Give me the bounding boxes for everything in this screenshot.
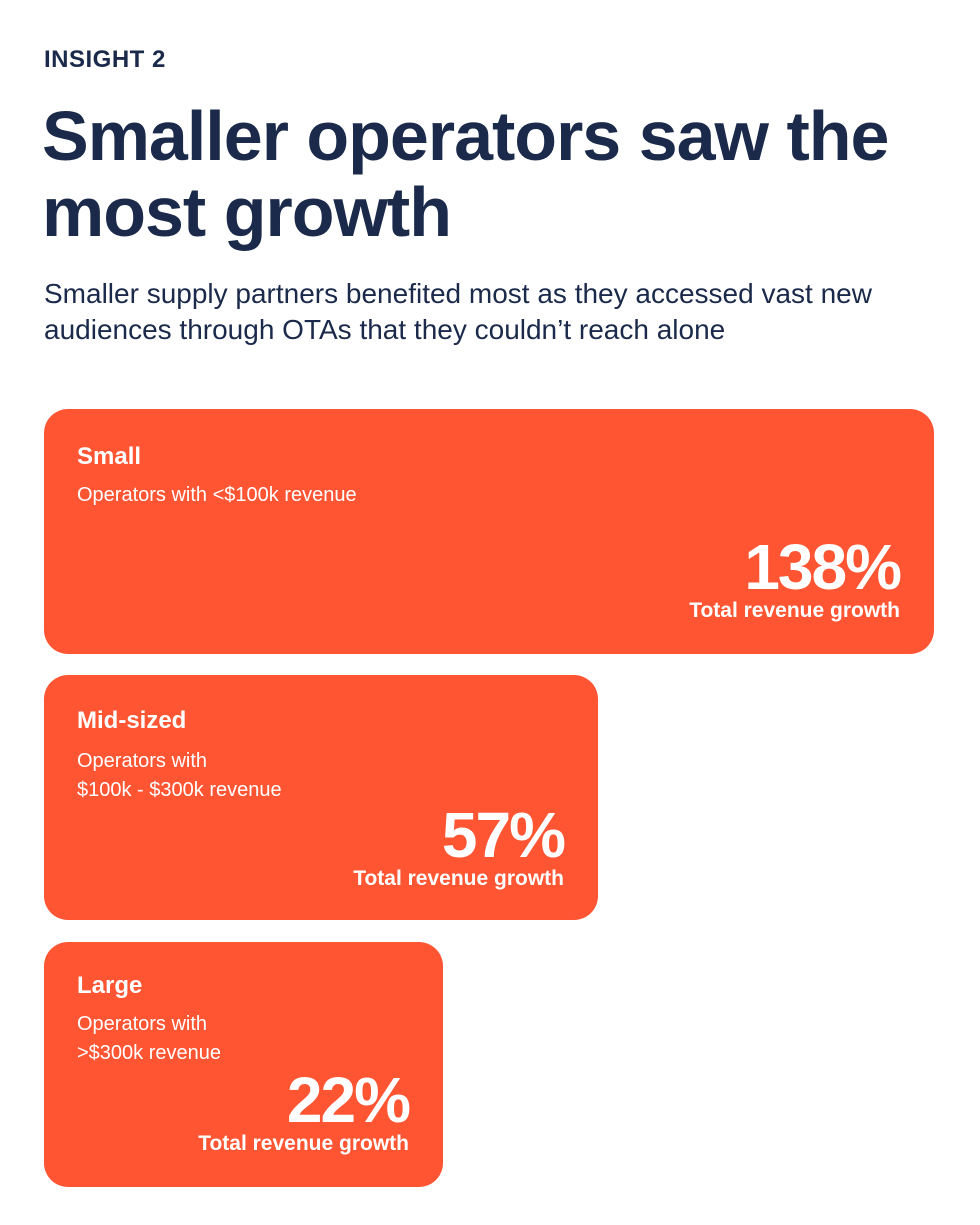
description-line: >$300k revenue xyxy=(77,1042,222,1064)
growth-label: Total revenue growth xyxy=(689,599,900,622)
card-description: Operators with >$300k revenue xyxy=(77,1010,221,1068)
description-line: $100k - $300k revenue xyxy=(77,779,282,801)
card-large: Large Operators with >$300k revenue 22% … xyxy=(44,942,443,1187)
growth-label: Total revenue growth xyxy=(198,1132,409,1155)
growth-value: 57% xyxy=(441,799,566,871)
card-title: Large xyxy=(77,972,143,999)
card-description: Operators with $100k - $300k revenue xyxy=(77,747,282,805)
eyebrow-label: INSIGHT 2 xyxy=(44,46,166,73)
card-small: Small Operators with <$100k revenue 138%… xyxy=(44,409,934,654)
description-line: Operators with xyxy=(77,750,208,772)
card-description: Operators with <$100k revenue xyxy=(77,484,357,506)
subtitle: Smaller supply partners benefited most a… xyxy=(44,278,872,345)
growth-value: 138% xyxy=(744,531,902,603)
page-title: Smaller operators saw the most growth xyxy=(42,97,889,251)
card-title: Mid-sized xyxy=(77,707,187,734)
description-line: Operators with xyxy=(77,1013,208,1035)
growth-label: Total revenue growth xyxy=(353,867,564,890)
growth-value: 22% xyxy=(286,1064,411,1136)
card-mid-sized: Mid-sized Operators with $100k - $300k r… xyxy=(44,675,598,920)
card-title: Small xyxy=(77,443,142,470)
